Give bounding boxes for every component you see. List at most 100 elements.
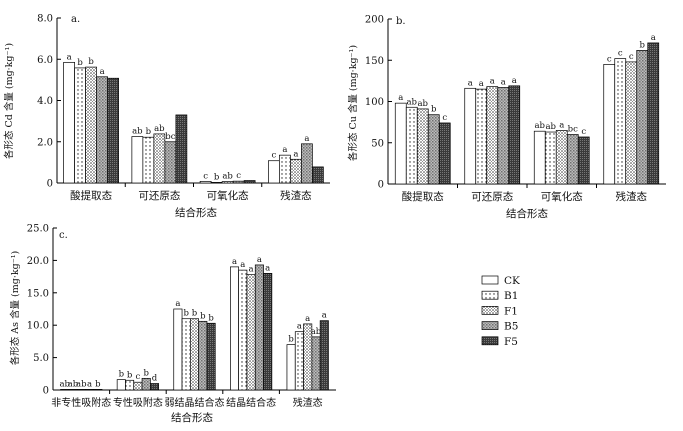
y-tick-label: 50 [371,138,384,149]
significance-label: ab [222,172,233,182]
significance-label: a [240,260,245,270]
y-tick-label: 2.0 [37,137,53,148]
significance-label: b [77,58,83,68]
y-tick-label: 200 [365,15,384,26]
bar-f1 [85,66,97,184]
significance-label: ab [59,379,70,389]
y-tick-label: 150 [365,56,384,67]
bar-b5 [85,389,95,391]
significance-label: a [501,77,506,87]
bar-b1 [74,67,86,184]
bar-b5 [636,49,649,185]
significance-label: b [192,309,198,319]
bar-b1 [294,331,304,391]
bar-ck [286,344,296,391]
significance-label: b [88,57,94,67]
bar-b1 [405,106,418,185]
category-label: 酸提取态 [70,189,112,202]
significance-label: bc [568,125,578,135]
bar-b5 [198,320,208,391]
bar-ck [464,87,477,185]
bar-f5 [438,122,451,185]
significance-label: a [468,78,473,88]
bar-b5 [96,76,108,184]
bar-b1 [125,379,135,391]
bar-ck [116,379,126,391]
significance-label: c [629,52,634,62]
y-tick-label: 6.0 [37,55,53,66]
bar-f5 [93,389,103,391]
significance-label: b [146,127,152,137]
significance-label: c [618,49,623,59]
legend-label: B1 [504,290,518,302]
y-axis-label: 各形态 As 含量 (mg·kg⁻¹) [9,251,21,365]
bar-ck [394,102,407,185]
category-label: 残渣态 [293,396,323,409]
bar-f1 [221,181,234,184]
bar-b5 [301,143,313,184]
significance-label: ab [311,327,322,337]
significance-label: b [214,172,220,182]
significance-label: c [442,113,447,123]
bar-b5 [141,377,151,391]
significance-label: a [651,33,656,43]
significance-label: ab [154,124,165,134]
significance-label: a [257,255,262,265]
significance-label: ab [68,379,79,389]
category-label: 可氧化态 [541,190,583,203]
y-tick-label: 100 [365,97,384,108]
y-tick-label: 0 [378,180,384,191]
significance-label: a [512,76,517,86]
legend: CK B1 F1 B5 F5 [481,275,520,348]
bar-f5 [312,166,324,184]
legend-label: B5 [504,321,518,333]
significance-label: a [304,134,309,144]
significance-label: a [293,149,298,159]
significance-label: b [143,368,149,378]
bar-f5 [243,180,256,184]
bar-f1 [76,389,86,391]
category-label: 酸提取态 [402,190,444,203]
significance-label: a [490,77,495,87]
bar-b1 [181,318,191,391]
bar-b1 [614,58,627,185]
bar-f1 [486,86,499,185]
significance-label: b [288,335,294,345]
bar-b1 [68,389,78,391]
significance-label: bc [165,132,175,142]
bar-f5 [263,273,273,391]
category-label: 非专性吸附态 [51,396,111,409]
significance-label: b [640,40,646,50]
y-tick-label: 15.0 [27,288,49,299]
significance-label: b [200,311,206,321]
y-tick-label: 25.0 [27,224,49,235]
y-tick-label: 5.0 [33,353,49,364]
bar-f1 [290,158,302,184]
category-label: 专性吸附态 [113,396,163,409]
bar-b1 [210,182,223,184]
category-label: 结晶结合态 [226,396,276,409]
category-label: 残渣态 [616,190,648,203]
bar-f5 [508,85,521,185]
category-label: 残渣态 [280,189,312,202]
significance-label: c [236,171,241,181]
bar-f5 [206,322,216,391]
x-axis-label: 结合形态 [506,207,548,220]
y-tick-label: 20.0 [27,256,49,267]
category-label: 可还原态 [471,190,513,203]
legend-swatch-b5 [481,321,499,330]
bar-b1 [475,88,488,185]
bar-b5 [427,114,440,185]
bar-f1 [133,381,143,391]
bar-f5 [577,136,590,185]
bar-f1 [416,108,429,185]
legend-swatch-ck [481,275,499,285]
significance-label: a [398,93,403,103]
bar-ck [199,181,212,184]
legend-swatch-f1 [481,306,499,315]
bar-f5 [150,383,160,391]
bar-ck [603,64,616,185]
